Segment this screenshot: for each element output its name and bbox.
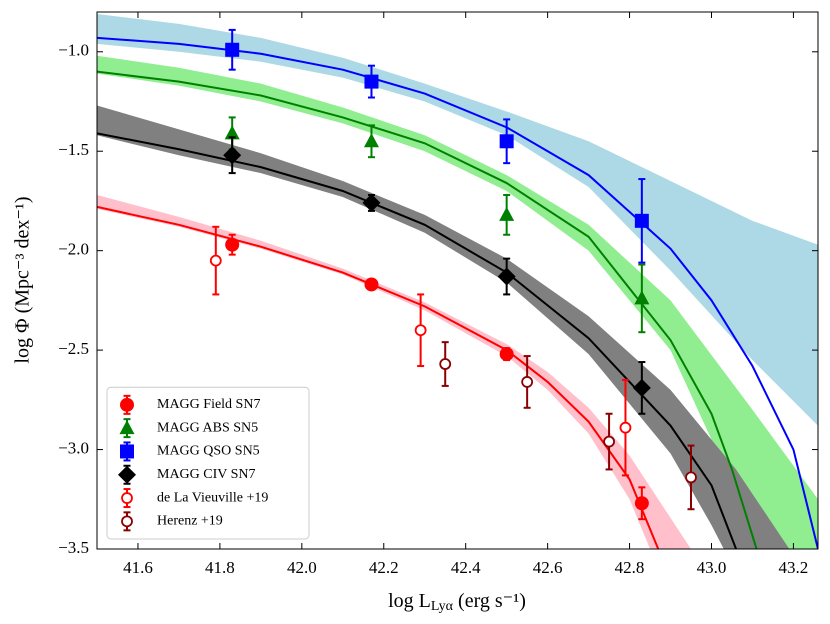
- data-point: [362, 193, 381, 212]
- confidence-band: [97, 105, 790, 549]
- data-point: [632, 378, 651, 397]
- y-tick-label: −2.0: [58, 240, 89, 259]
- x-tick-label: 42.8: [615, 558, 645, 577]
- x-tick-label: 41.6: [123, 558, 153, 577]
- fit-curve: [97, 70, 758, 549]
- data-point: [364, 277, 379, 292]
- y-tick-label: −1.0: [58, 41, 89, 60]
- data-point: [497, 267, 516, 286]
- data-point: [499, 347, 514, 362]
- legend-marker: [120, 444, 134, 459]
- x-tick-label: 42.0: [287, 558, 317, 577]
- legend-marker: [119, 420, 135, 435]
- legend-label: de La Vieuville +19: [157, 490, 268, 505]
- x-tick-label: 43.0: [697, 558, 727, 577]
- x-tick-label: 42.4: [451, 558, 481, 577]
- data-point: [521, 376, 534, 388]
- legend-marker: [118, 465, 136, 484]
- x-tick-label: 43.2: [779, 558, 809, 577]
- x-axis-label-sub: Lyα: [431, 599, 454, 614]
- y-tick-label: −3.0: [58, 438, 89, 457]
- data-point: [634, 290, 650, 305]
- data-point: [414, 324, 427, 337]
- axes: 41.6 41.8 42.0 42.2 42.4 42.6 42.8 43.0 43.2 −1.0…: [58, 11, 819, 577]
- legend-marker: [121, 492, 133, 504]
- legend-marker: [121, 515, 133, 528]
- legend-label: MAGG ABS SN5: [157, 420, 258, 435]
- x-tick-label: 42.2: [369, 558, 399, 577]
- plot-area: [97, 13, 818, 549]
- x-axis-label-main: log L: [388, 590, 431, 612]
- data-point: [223, 146, 242, 165]
- data-point: [499, 134, 514, 149]
- data-point: [225, 237, 240, 252]
- legend-box: [106, 386, 310, 540]
- data-point: [634, 496, 649, 511]
- y-tick-label: −3.5: [58, 538, 89, 557]
- data-point: [439, 358, 452, 370]
- data-point: [619, 421, 632, 434]
- y-axis-label: log Φ (Mpc⁻³ dex⁻¹): [12, 196, 34, 363]
- confidence-band: [97, 13, 818, 426]
- fit-curve: [97, 36, 818, 549]
- data-point: [603, 435, 615, 448]
- data-point: [224, 125, 240, 140]
- legend-label: MAGG QSO SN5: [157, 444, 260, 459]
- data-point: [363, 133, 379, 148]
- data-point: [499, 206, 515, 221]
- legend: MAGG Field SN7 MAGG ABS SN5 MAGG QSO SN5 MA…: [106, 386, 310, 540]
- data-point: [364, 74, 379, 89]
- legend-label: MAGG Field SN7: [157, 397, 260, 412]
- x-axis-label-rest: (erg s⁻¹): [453, 590, 526, 612]
- data-point: [225, 42, 240, 57]
- y-tick-label: −1.5: [58, 140, 89, 159]
- data-point: [685, 471, 697, 484]
- plot-frame: [96, 11, 819, 550]
- data-point: [634, 213, 649, 228]
- legend-label: Herenz +19: [157, 514, 223, 529]
- legend-marker: [120, 397, 134, 412]
- x-tick-label: 42.6: [533, 558, 563, 577]
- x-axis-label: log LLyα (erg s⁻¹): [388, 590, 526, 615]
- x-tick-label: 41.8: [205, 558, 235, 577]
- data-point: [209, 254, 222, 267]
- legend-label: MAGG CIV SN7: [157, 467, 256, 482]
- y-tick-label: −2.5: [58, 339, 89, 358]
